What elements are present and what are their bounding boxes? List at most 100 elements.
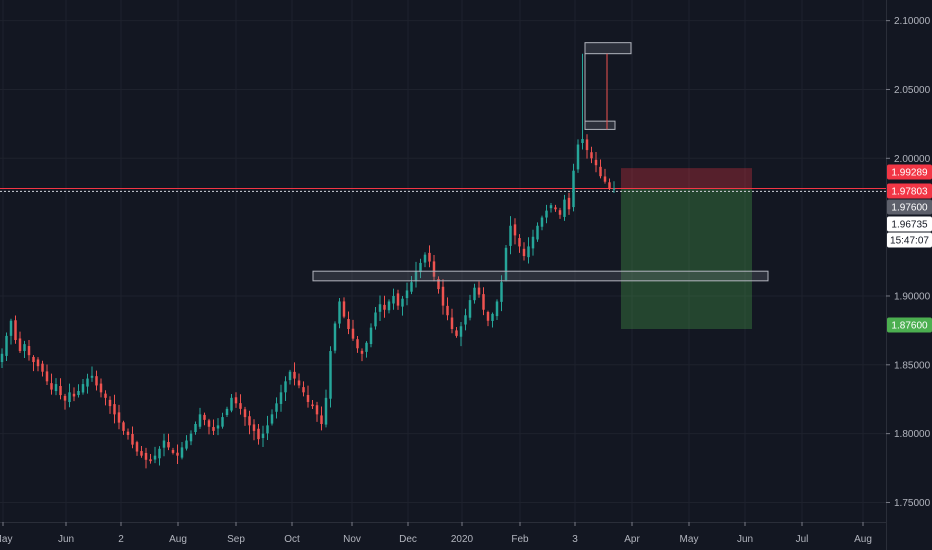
candle-body <box>482 294 485 310</box>
price-tag-label: 1.87600 <box>891 321 928 332</box>
candle-body <box>590 152 593 159</box>
price-tag-label: 1.99289 <box>891 168 928 179</box>
drawn-rectangles[interactable] <box>312 42 769 282</box>
candle-body <box>131 433 134 445</box>
candle-body <box>563 199 566 217</box>
candle-body <box>212 427 215 431</box>
candle-body <box>248 416 251 426</box>
candle-body <box>180 447 184 458</box>
time-tick-label: May <box>0 534 12 545</box>
candle-body <box>387 301 391 311</box>
candle-body <box>365 342 368 352</box>
candle-body <box>297 380 301 386</box>
candle-body <box>113 404 116 415</box>
time-tick-label: Aug <box>169 534 187 545</box>
candle-body <box>207 420 211 427</box>
candle-body <box>540 217 544 227</box>
candle-body <box>432 261 436 277</box>
time-tick-label: Dec <box>399 534 417 545</box>
candle-body <box>419 262 422 273</box>
time-tick-label: Apr <box>624 534 640 545</box>
candle-body <box>176 452 179 456</box>
candle-body <box>576 144 580 170</box>
candle-body <box>162 440 166 448</box>
time-tick-label: Aug <box>854 534 872 545</box>
candle-body <box>68 392 71 403</box>
candle-body <box>239 403 242 409</box>
candle-body <box>279 392 283 404</box>
candle-body <box>126 431 130 436</box>
candle-body <box>252 424 256 431</box>
time-axis[interactable]: May Jun 2 Aug Sep Oct Nov Dec 2020 Feb 3 Apr May Jun J… <box>0 522 886 545</box>
candle-body <box>225 408 229 416</box>
candle-body <box>459 326 463 337</box>
candle-body <box>257 428 260 440</box>
candle-body <box>32 356 35 363</box>
price-tick-label: 2.10000 <box>894 16 931 27</box>
candle-body <box>63 395 67 401</box>
price-tag-target: 1.87600 <box>887 317 932 333</box>
candle-body <box>90 375 94 378</box>
price-tag-entry: 1.97803 <box>887 183 932 199</box>
candle-body <box>531 236 535 249</box>
candle-body <box>450 317 454 330</box>
time-tick-label: Jul <box>796 534 809 545</box>
candle-body <box>504 247 508 281</box>
candle-body <box>122 422 125 431</box>
resistance-zone-rectangle[interactable] <box>584 120 616 130</box>
price-tag-box <box>887 216 932 232</box>
candle-body <box>59 385 62 396</box>
candle-body <box>329 351 332 399</box>
price-tags: 1.99289 1.97803 1.97600 1.96735 15:47:07 1.87… <box>887 164 932 333</box>
candle-body <box>342 301 346 317</box>
candle-body <box>221 417 224 427</box>
candle-body <box>392 295 395 304</box>
candle-body <box>261 433 265 439</box>
candle-body <box>0 353 4 363</box>
candle-body <box>99 383 103 393</box>
candle-body <box>351 328 355 339</box>
candle-body <box>360 350 364 354</box>
candle-body <box>189 433 193 442</box>
price-tick-label: 2.00000 <box>894 154 931 165</box>
candle-body <box>378 304 382 312</box>
candles <box>0 53 616 469</box>
candle-body <box>495 301 499 317</box>
candle-body <box>446 305 449 316</box>
candle-body <box>410 282 413 292</box>
candle-body <box>536 225 539 240</box>
candle-body <box>581 139 584 143</box>
price-tag-bid: 1.96735 <box>887 216 932 232</box>
candle-body <box>545 210 548 218</box>
time-tick-label: 3 <box>572 534 578 545</box>
time-tick-label: 2 <box>118 534 124 545</box>
candle-body <box>554 207 557 210</box>
grid <box>0 0 886 522</box>
candle-body <box>41 363 44 372</box>
candle-body <box>522 248 526 257</box>
candle-body <box>441 286 445 306</box>
candle-body <box>158 448 161 459</box>
candle-body <box>374 312 377 327</box>
candle-body <box>428 252 431 262</box>
price-tag-current: 1.97600 <box>887 199 932 215</box>
price-axis[interactable]: 2.10000 2.05000 2.00000 1.90000 1.85000 1.800… <box>886 0 931 550</box>
time-tick-label: Jun <box>737 534 753 545</box>
candle-body <box>117 412 121 423</box>
candle-body <box>513 224 517 236</box>
price-tag-box <box>887 183 932 199</box>
position-zones <box>621 168 752 330</box>
candle-body <box>338 301 341 324</box>
candle-body <box>518 238 521 247</box>
price-tag-label: 1.97600 <box>891 203 928 214</box>
candle-body <box>599 166 602 177</box>
candle-body <box>54 384 58 392</box>
candle-body <box>284 381 287 393</box>
candle-body <box>270 414 274 424</box>
support-zone-rectangle[interactable] <box>312 270 769 282</box>
high-zone-rectangle[interactable] <box>584 42 632 55</box>
candle-body <box>333 323 337 351</box>
candle-body <box>288 371 292 381</box>
